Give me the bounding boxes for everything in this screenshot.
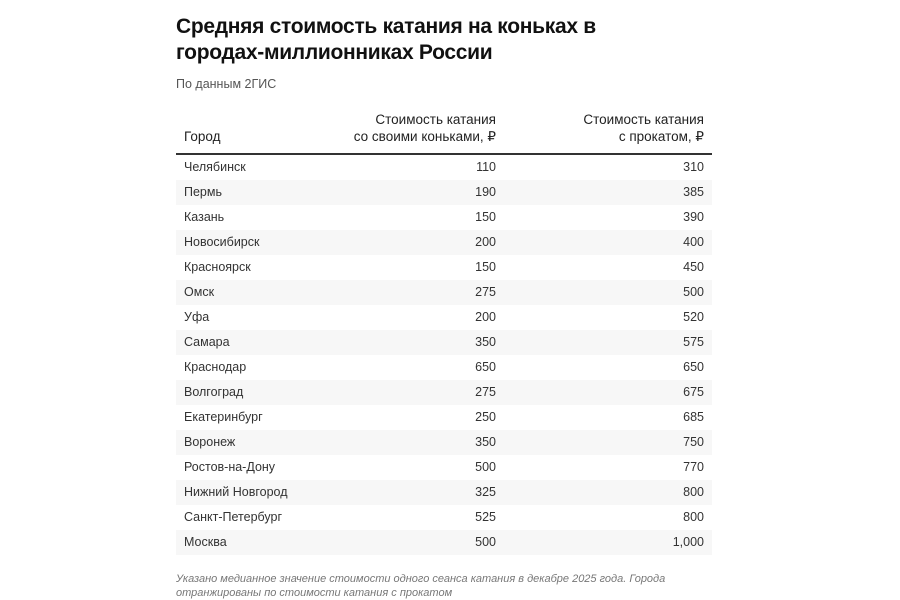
table-row: Нижний Новгород 325 800	[176, 480, 712, 505]
table-row: Пермь 190 385	[176, 180, 712, 205]
cell-own-skates: 150	[475, 210, 496, 224]
cell-own-skates: 325	[316, 480, 504, 505]
table-row: Москва 500 1,000	[176, 530, 712, 555]
cell-own-skates: 275	[316, 280, 504, 305]
cell-own-skates: 650	[475, 360, 496, 374]
table-row: Краснодар 650 650	[176, 355, 712, 380]
cell-rental: 390	[683, 210, 704, 224]
cell-city: Нижний Новгород	[176, 480, 316, 505]
chart-container: Средняя стоимость катания на коньках в г…	[176, 14, 712, 600]
cell-city: Уфа	[184, 310, 210, 324]
cell-city: Казань	[184, 210, 225, 224]
cell-city: Красноярск	[184, 260, 251, 274]
cell-rental: 310	[683, 160, 704, 174]
cell-rental: 575	[504, 330, 712, 355]
cell-city: Пермь	[176, 180, 316, 205]
cell-city: Екатеринбург	[184, 410, 263, 424]
cell-rental: 1,000	[504, 530, 712, 555]
cell-own-skates: 350	[316, 330, 504, 355]
cell-rental: 450	[683, 260, 704, 274]
table-row: Екатеринбург 250 685	[176, 405, 712, 430]
table-row: Казань 150 390	[176, 205, 712, 230]
cell-rental: 385	[504, 180, 712, 205]
column-header-own-skates: Стоимость катания со своими коньками, ₽	[316, 111, 504, 155]
cell-rental: 675	[504, 380, 712, 405]
table-row: Воронеж 350 750	[176, 430, 712, 455]
cell-own-skates: 500	[475, 460, 496, 474]
table-row: Ростов-на-Дону 500 770	[176, 455, 712, 480]
cell-own-skates: 200	[316, 230, 504, 255]
cell-own-skates: 275	[316, 380, 504, 405]
table-row: Красноярск 150 450	[176, 255, 712, 280]
column-header-rental: Стоимость катания с прокатом, ₽	[504, 111, 712, 155]
cell-own-skates: 250	[475, 410, 496, 424]
table-row: Челябинск 110 310	[176, 154, 712, 180]
cell-city: Челябинск	[184, 160, 246, 174]
cell-city: Ростов-на-Дону	[184, 460, 276, 474]
table-row: Омск 275 500	[176, 280, 712, 305]
cell-rental: 650	[683, 360, 704, 374]
cell-city: Краснодар	[184, 360, 247, 374]
table-row: Новосибирск 200 400	[176, 230, 712, 255]
cell-own-skates: 190	[316, 180, 504, 205]
table-row: Волгоград 275 675	[176, 380, 712, 405]
cell-city: Омск	[176, 280, 316, 305]
chart-title: Средняя стоимость катания на коньках в г…	[176, 15, 596, 64]
cell-city: Волгоград	[176, 380, 316, 405]
table-row: Уфа 200 520	[176, 305, 712, 330]
cell-rental: 400	[504, 230, 712, 255]
cell-own-skates: 525	[475, 510, 496, 524]
cell-rental: 520	[683, 310, 704, 324]
cell-city: Воронеж	[176, 430, 316, 455]
table-body: Челябинск 110 310 Пермь 190 385 Казань 150 390 Но…	[176, 154, 712, 555]
cell-own-skates: 200	[475, 310, 496, 324]
cell-city: Новосибирск	[176, 230, 316, 255]
cell-rental: 770	[683, 460, 704, 474]
table-row: Самара 350 575	[176, 330, 712, 355]
cell-rental: 750	[504, 430, 712, 455]
cell-rental: 800	[504, 480, 712, 505]
table-row: Санкт-Петербург 525 800	[176, 505, 712, 530]
cell-rental: 500	[504, 280, 712, 305]
cell-own-skates: 500	[316, 530, 504, 555]
cell-rental: 685	[683, 410, 704, 424]
cell-own-skates: 350	[316, 430, 504, 455]
chart-subtitle: По данным 2ГИС	[176, 77, 277, 91]
cell-city: Самара	[176, 330, 316, 355]
cell-city: Санкт-Петербург	[184, 510, 283, 524]
cell-city: Москва	[176, 530, 316, 555]
column-header-city: Город	[176, 111, 316, 155]
cell-own-skates: 110	[476, 160, 496, 174]
data-table: Город Стоимость катания со своими конька…	[176, 111, 712, 555]
footnote: Указано медианное значение стоимости одн…	[176, 573, 666, 599]
table-header-row: Город Стоимость катания со своими конька…	[176, 111, 712, 155]
cell-rental: 800	[683, 510, 704, 524]
cell-own-skates: 150	[475, 260, 496, 274]
